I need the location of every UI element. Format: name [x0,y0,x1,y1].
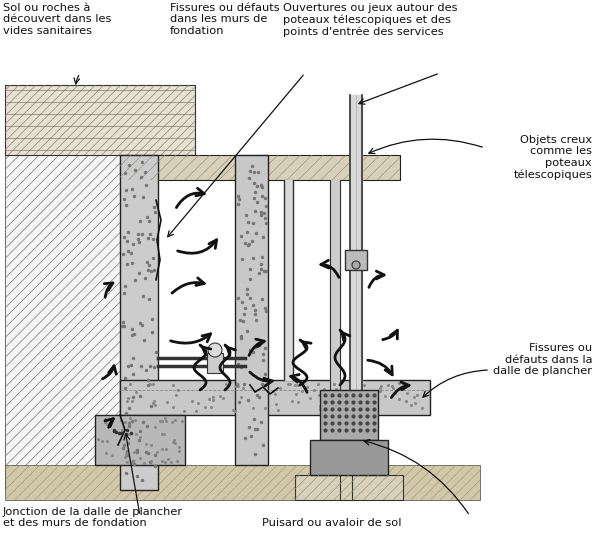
Polygon shape [320,390,378,440]
Polygon shape [5,85,120,490]
Circle shape [352,261,360,269]
Text: Jonction de la dalle de plancher
et des murs de fondation: Jonction de la dalle de plancher et des … [3,507,183,528]
Polygon shape [345,250,367,270]
Polygon shape [235,155,268,465]
Polygon shape [5,85,195,155]
Text: Fissures ou
défauts dans la
dalle de plancher: Fissures ou défauts dans la dalle de pla… [493,343,592,376]
Polygon shape [120,155,158,490]
Text: Puisard ou avaloir de sol: Puisard ou avaloir de sol [262,518,401,528]
Polygon shape [295,475,403,500]
Polygon shape [310,440,388,475]
Polygon shape [5,465,480,500]
Text: Ouvertures ou jeux autour des
poteaux télescopiques et des
points d'entrée des s: Ouvertures ou jeux autour des poteaux té… [283,3,457,37]
Polygon shape [207,353,223,373]
Polygon shape [95,415,185,465]
Text: Sol ou roches à
découvert dans les
vides sanitaires: Sol ou roches à découvert dans les vides… [3,3,111,36]
Circle shape [208,343,222,357]
Polygon shape [120,380,430,415]
Text: Fissures ou défauts
dans les murs de
fondation: Fissures ou défauts dans les murs de fon… [170,3,279,36]
Polygon shape [120,155,400,180]
Text: Objets creux
comme les
poteaux
télescopiques: Objets creux comme les poteaux télescopi… [513,135,592,180]
